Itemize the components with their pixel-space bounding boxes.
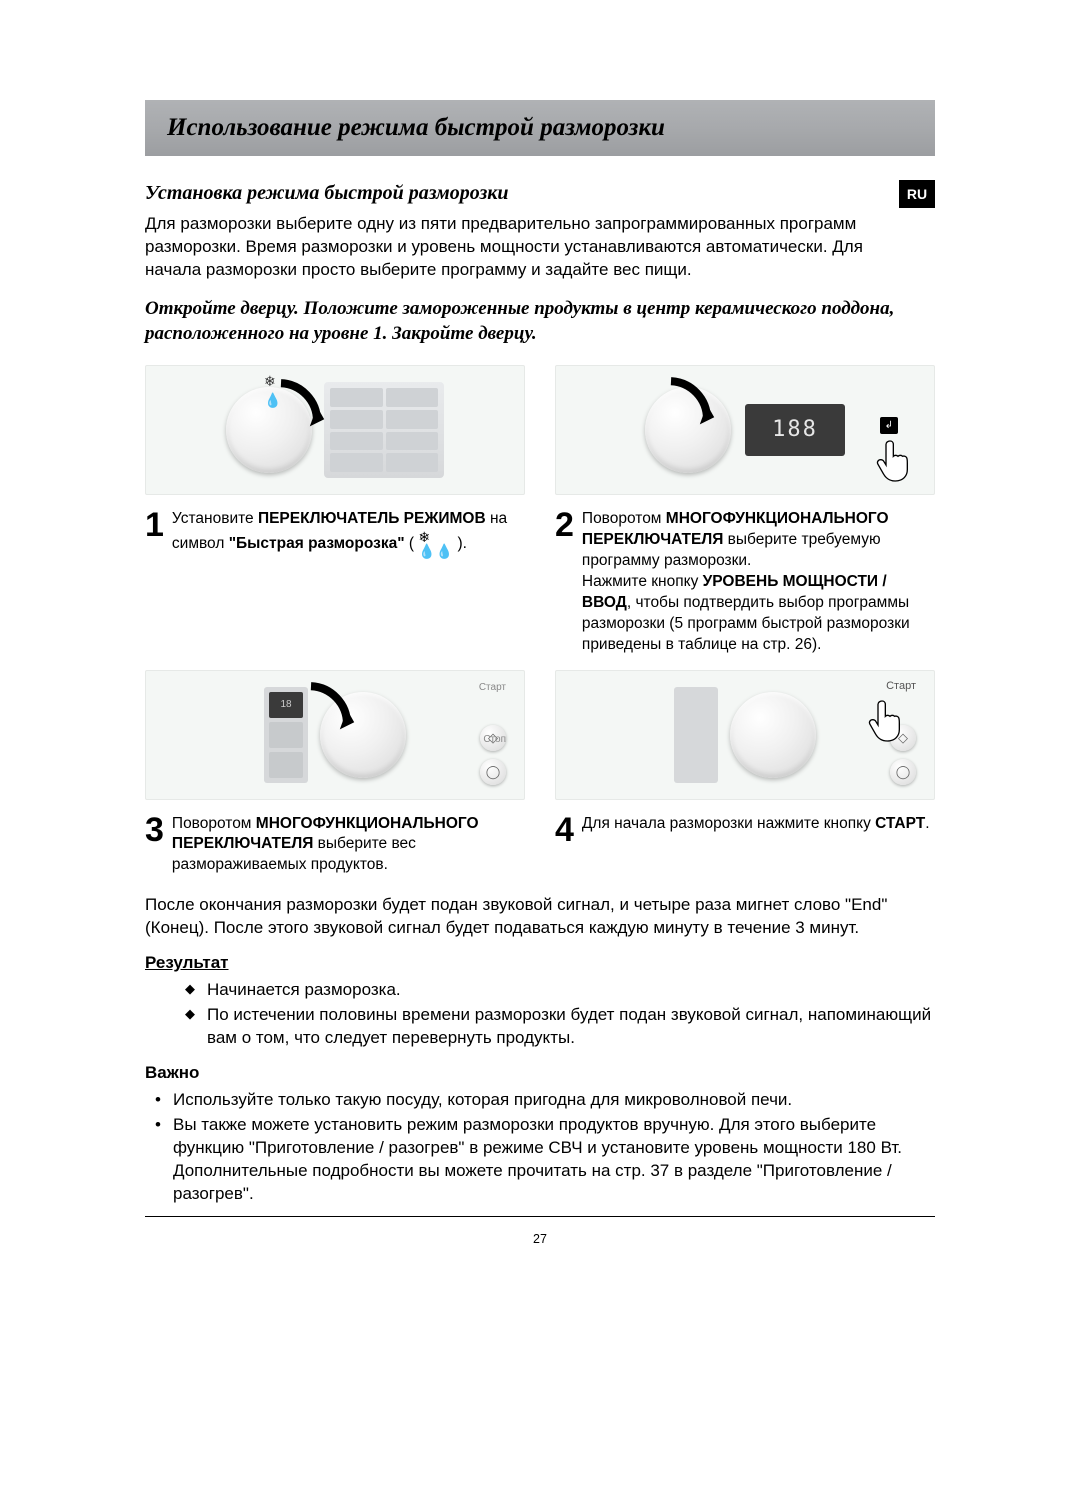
section-heading: Установка режима быстрой разморозки	[145, 180, 899, 207]
page-number: 27	[145, 1231, 935, 1248]
enter-icon: ↲	[880, 417, 898, 435]
label-text: Стоп	[483, 733, 506, 747]
step-text: Установите ПЕРЕКЛЮЧАТЕЛЬ РЕЖИМОВ на симв…	[172, 509, 525, 558]
step-number: 2	[555, 509, 574, 540]
figure-step-2: 188 ↲	[555, 365, 935, 495]
stop-button-icon: ◯	[480, 759, 506, 785]
open-door-instruction: Откройте дверцу. Положите замороженные п…	[145, 296, 935, 347]
step-text: Поворотом МНОГОФУНКЦИОНАЛЬНОГО ПЕРЕКЛЮЧА…	[172, 814, 525, 877]
control-panel	[324, 382, 444, 478]
digit-display: 188	[745, 404, 845, 456]
multi-dial	[320, 692, 406, 778]
figure-step-1: ❄💧	[145, 365, 525, 495]
figure-step-4: Старт ◇ ◯	[555, 670, 935, 800]
step-number: 4	[555, 814, 574, 845]
intro-paragraph: Для разморозки выберите одну из пяти пре…	[145, 213, 899, 282]
step-number: 1	[145, 509, 164, 540]
start-label: Старт	[886, 679, 916, 694]
list-item: Вы также можете установить режим разморо…	[145, 1114, 935, 1206]
list-item: Начинается разморозка.	[185, 979, 935, 1002]
page-title: Использование режима быстрой разморозки	[167, 111, 665, 145]
defrost-icon: ❄💧	[264, 372, 281, 410]
step-text: Поворотом МНОГОФУНКЦИОНАЛЬНОГО ПЕРЕКЛЮЧА…	[582, 509, 935, 655]
press-hand-icon	[866, 697, 906, 744]
side-panel: 18	[264, 687, 308, 783]
defrost-symbol-icon: ❄💧💧	[418, 530, 453, 558]
title-banner: Использование режима быстрой разморозки	[145, 100, 935, 156]
step-3: 3 Поворотом МНОГОФУНКЦИОНАЛЬНОГО ПЕРЕКЛЮ…	[145, 814, 525, 877]
list-item: По истечении половины времени разморозки…	[185, 1004, 935, 1050]
step-number: 3	[145, 814, 164, 845]
step-1: 1 Установите ПЕРЕКЛЮЧАТЕЛЬ РЕЖИМОВ на си…	[145, 509, 525, 655]
important-heading: Важно	[145, 1062, 935, 1085]
result-list: Начинается разморозка. По истечении поло…	[145, 979, 935, 1050]
figure-step-3: 18 ◇ ◯ Старт Стоп	[145, 670, 525, 800]
language-badge: RU	[899, 180, 935, 208]
step-4: 4 Для начала разморозки нажмите кнопку С…	[555, 814, 935, 877]
list-item: Используйте только такую посуду, которая…	[145, 1089, 935, 1112]
heading-row: Установка режима быстрой разморозки Для …	[145, 180, 935, 296]
result-heading: Результат	[145, 952, 935, 975]
step-2: 2 Поворотом МНОГОФУНКЦИОНАЛЬНОГО ПЕРЕКЛЮ…	[555, 509, 935, 655]
after-paragraph: После окончания разморозки будет подан з…	[145, 894, 935, 940]
press-hand-icon	[874, 437, 914, 484]
figures-grid: ❄💧 188 ↲ 1 Установите ПЕРЕКЛЮЧАТЕЛЬ РЕЖИ…	[145, 365, 935, 876]
side-panel	[674, 687, 718, 783]
label-text: Старт	[479, 681, 506, 695]
multi-dial	[645, 387, 731, 473]
multi-dial	[730, 692, 816, 778]
step-text: Для начала разморозки нажмите кнопку СТА…	[582, 814, 930, 835]
important-list: Используйте только такую посуду, которая…	[145, 1089, 935, 1206]
divider	[145, 1216, 935, 1217]
stop-button-icon: ◯	[890, 759, 916, 785]
